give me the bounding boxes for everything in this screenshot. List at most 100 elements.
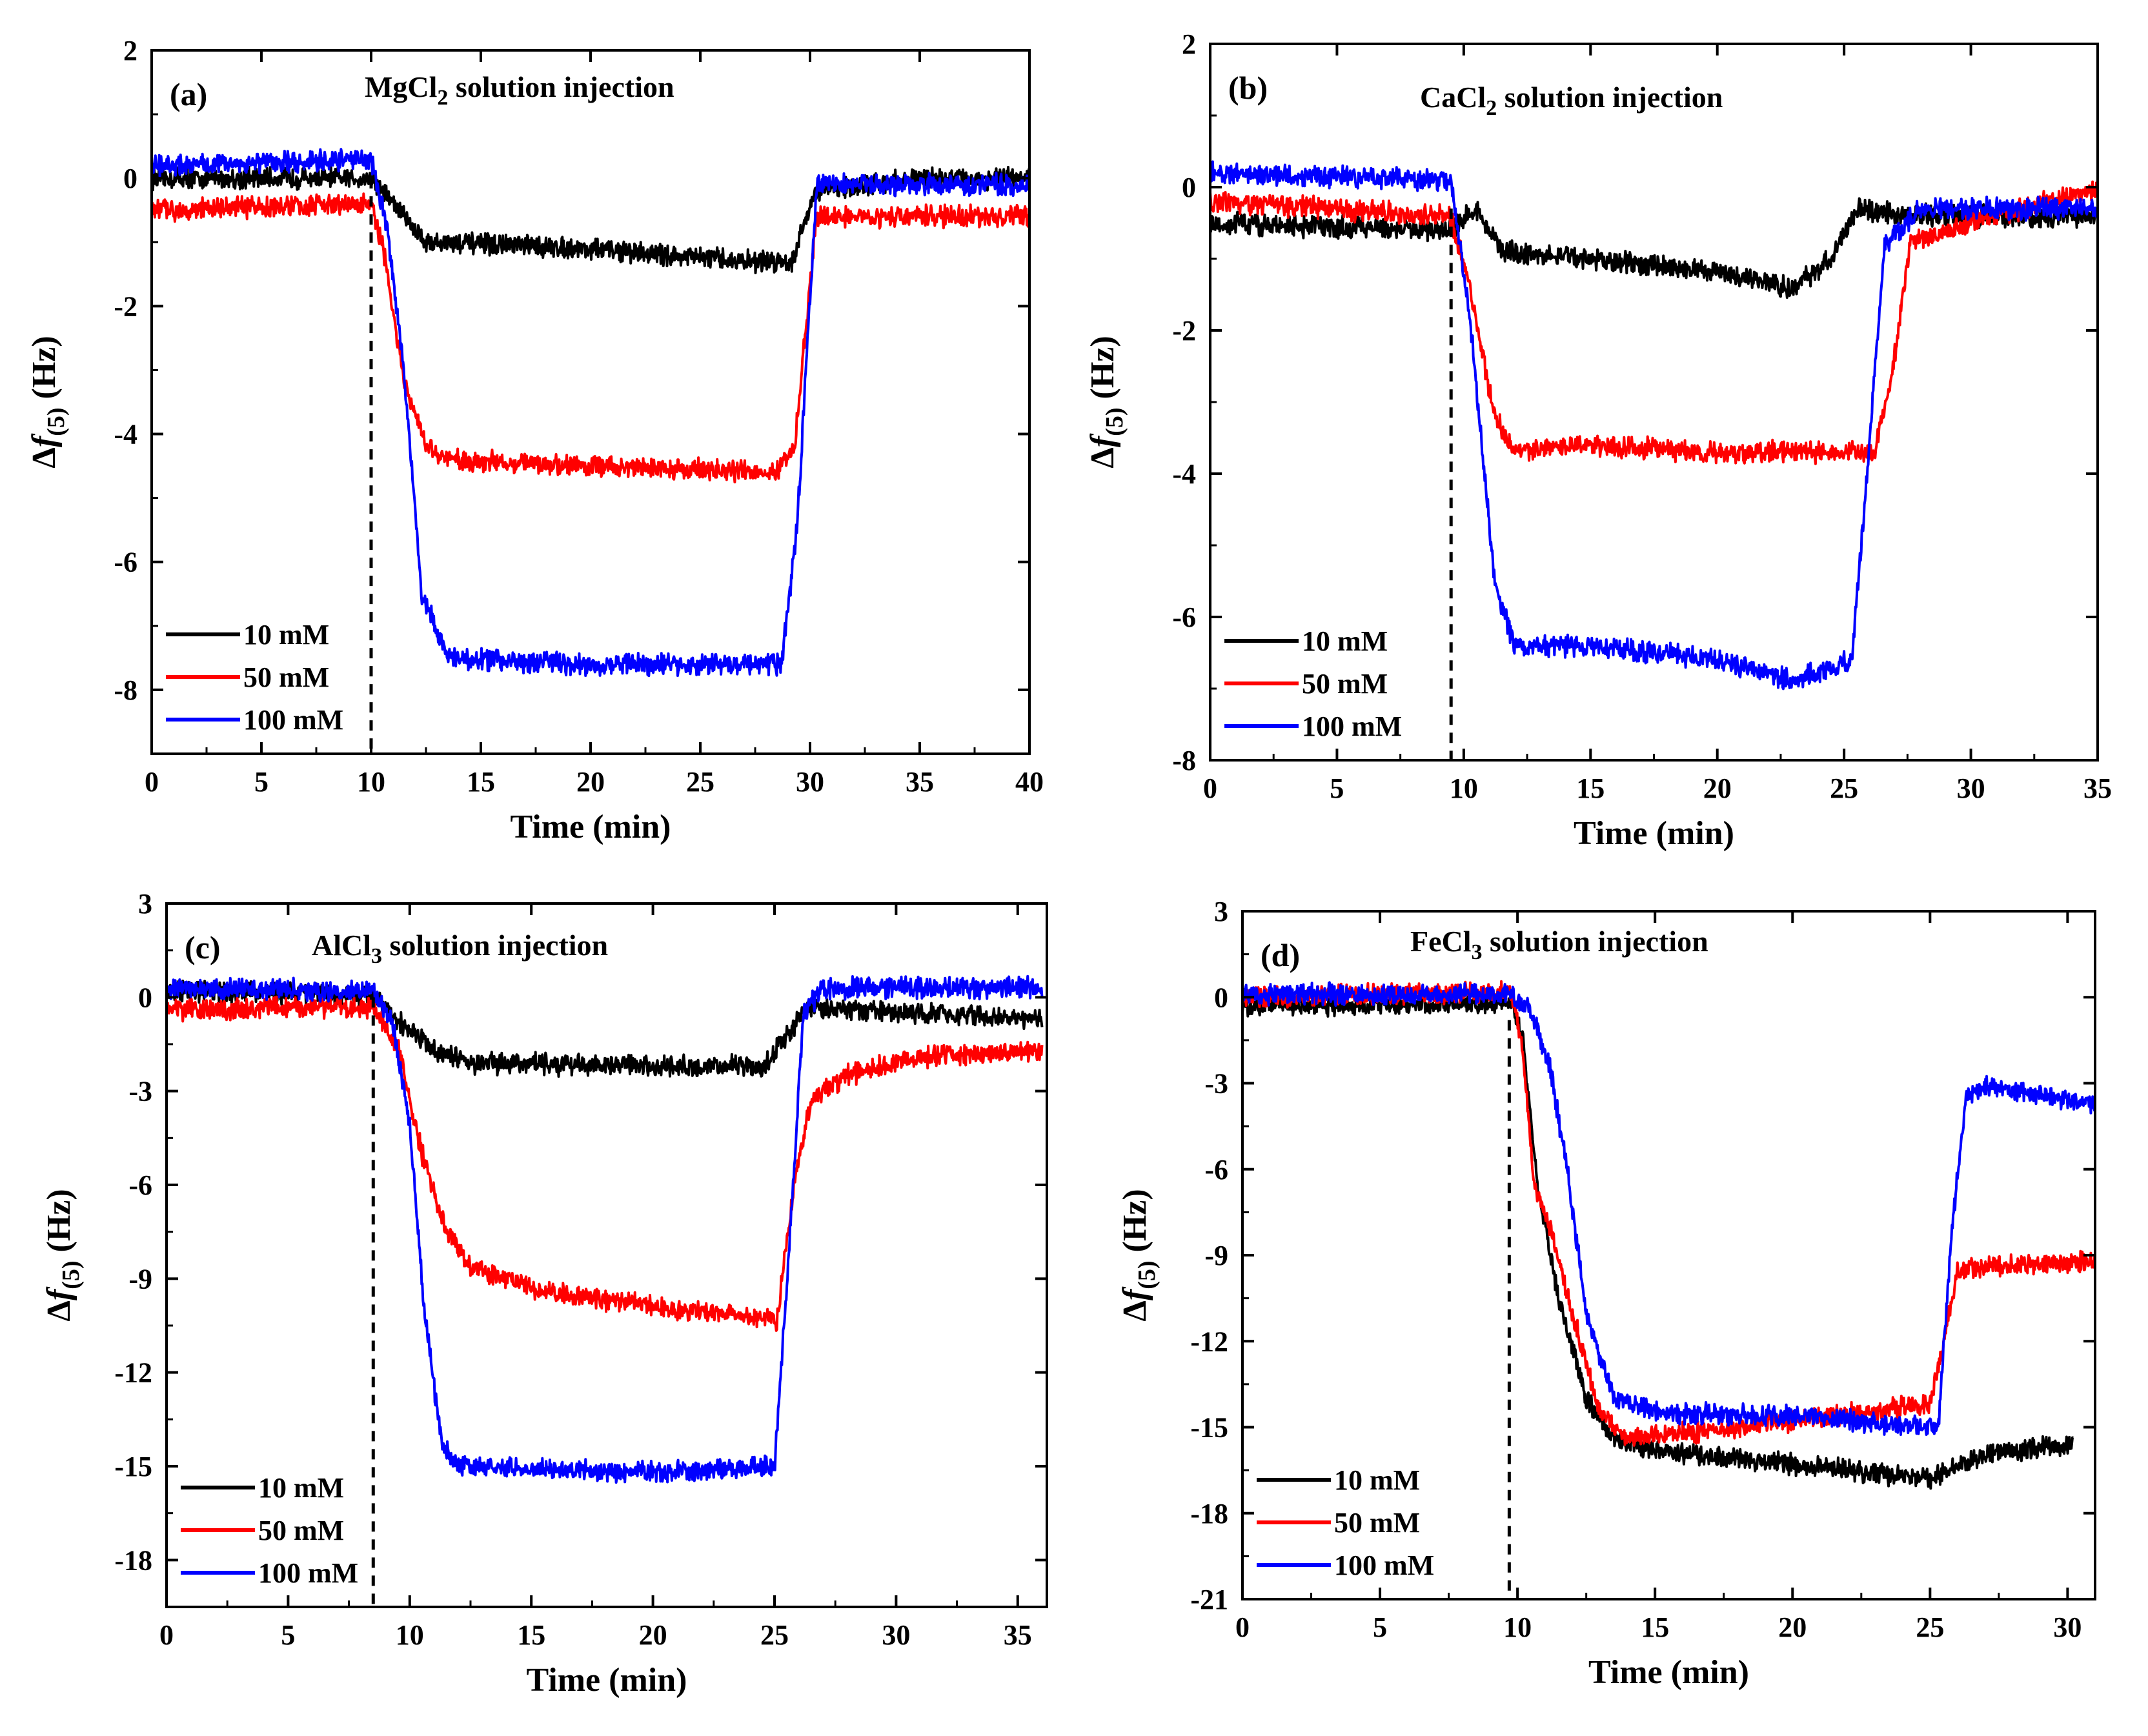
x-tick-label: 30 xyxy=(796,766,824,798)
legend-label: 50 mM xyxy=(1302,668,1388,700)
panel-label: (b) xyxy=(1228,70,1268,106)
chart-panel-3: 0 5 10 15 20 25 30 35 -18 -15 -12 -9 -6 -3 0 3 Time (min… xyxy=(41,888,1048,1699)
legend-label: 100 mM xyxy=(258,1557,358,1589)
y-tick-label: -9 xyxy=(1204,1240,1228,1271)
y-tick-label: -18 xyxy=(114,1544,152,1576)
y-tick-label: 3 xyxy=(138,888,152,920)
x-tick-label: 25 xyxy=(1830,772,1858,804)
y-tick-label: 0 xyxy=(138,982,152,1013)
x-tick-label: 0 xyxy=(1235,1611,1250,1643)
x-tick-label: 25 xyxy=(760,1619,789,1651)
x-tick-label: 30 xyxy=(2053,1611,2082,1643)
series-line-2-2 xyxy=(1209,180,2099,465)
panel-title: CaCl2 solution injection xyxy=(1420,81,1723,120)
y-axis-title: Δf(5) (Hz) xyxy=(1117,1189,1160,1321)
panel-label: (a) xyxy=(170,76,207,112)
y-axis-title: Δf(5) (Hz) xyxy=(1084,336,1128,468)
chart-panel-2: 0 5 10 15 20 25 30 35 -8 -6 -4 -2 0 2 Time (min) Δf(5) … xyxy=(1084,28,2112,852)
x-axis-title: Time (min) xyxy=(511,809,671,845)
x-tick-label: 10 xyxy=(1450,772,1478,804)
x-tick-label: 10 xyxy=(357,766,385,798)
x-tick-label: 35 xyxy=(906,766,934,798)
chart-panel-1: 0 5 10 15 20 25 30 35 40 -8 -6 -4 -2 0 2 Time (min) Δf(5… xyxy=(26,35,1044,845)
legend-label: 50 mM xyxy=(258,1515,344,1546)
y-tick-label: -12 xyxy=(1190,1326,1228,1357)
y-tick-label: 0 xyxy=(1182,172,1196,203)
x-tick-label: 15 xyxy=(467,766,495,798)
x-tick-label: 0 xyxy=(1203,772,1217,804)
x-tick-label: 5 xyxy=(254,766,268,798)
y-tick-label: -2 xyxy=(114,290,137,322)
x-tick-label: 25 xyxy=(686,766,714,798)
x-tick-label: 10 xyxy=(1503,1611,1532,1643)
x-tick-label: 20 xyxy=(639,1619,667,1651)
legend-label: 100 mM xyxy=(243,704,343,736)
series-line-1-2 xyxy=(150,192,1031,483)
x-tick-label: 10 xyxy=(396,1619,424,1651)
series-line-1-1 xyxy=(150,165,1031,274)
y-tick-label: -6 xyxy=(1172,601,1196,633)
y-tick-label: -8 xyxy=(1172,745,1196,776)
x-tick-label: 25 xyxy=(1916,1611,1944,1643)
x-tick-label: 40 xyxy=(1015,766,1044,798)
y-tick-label: -6 xyxy=(128,1169,152,1201)
legend-label: 50 mM xyxy=(243,661,329,693)
y-tick-label: 2 xyxy=(1182,28,1196,60)
x-tick-label: 15 xyxy=(517,1619,545,1651)
x-tick-label: 5 xyxy=(1373,1611,1387,1643)
y-tick-label: -18 xyxy=(1190,1498,1228,1529)
x-tick-label: 20 xyxy=(576,766,605,798)
series-line-4-3 xyxy=(1241,981,2096,1436)
x-axis-title: Time (min) xyxy=(527,1662,687,1699)
legend-label: 50 mM xyxy=(1334,1507,1420,1539)
legend-label: 10 mM xyxy=(243,619,329,651)
x-tick-label: 35 xyxy=(2083,772,2112,804)
legend-label: 100 mM xyxy=(1334,1549,1434,1581)
legend-label: 100 mM xyxy=(1302,711,1402,742)
series-line-3-3 xyxy=(165,974,1044,1484)
x-tick-label: 15 xyxy=(1641,1611,1669,1643)
legend-label: 10 mM xyxy=(1302,625,1388,657)
y-tick-label: -3 xyxy=(128,1076,152,1107)
y-tick-label: 0 xyxy=(1214,982,1228,1013)
y-tick-label: -8 xyxy=(114,674,137,706)
panel-title: FeCl3 solution injection xyxy=(1410,925,1708,964)
series-line-3-2 xyxy=(165,994,1044,1332)
y-tick-label: -6 xyxy=(1204,1154,1228,1186)
x-tick-label: 5 xyxy=(281,1619,295,1651)
panel-title: MgCl2 solution injection xyxy=(365,70,674,110)
series-line-1-3 xyxy=(150,148,1031,678)
x-axis-title: Time (min) xyxy=(1588,1654,1749,1691)
y-tick-label: -15 xyxy=(1190,1412,1228,1444)
y-tick-label: -9 xyxy=(128,1263,152,1295)
y-tick-label: 0 xyxy=(123,163,137,194)
x-tick-label: 0 xyxy=(145,766,159,798)
y-tick-label: -4 xyxy=(1172,458,1196,490)
y-tick-label: -3 xyxy=(1204,1068,1228,1100)
y-tick-label: -2 xyxy=(1172,315,1196,347)
panel-label: (d) xyxy=(1261,937,1300,973)
x-tick-label: 35 xyxy=(1004,1619,1032,1651)
y-axis-title: Δf(5) (Hz) xyxy=(41,1189,85,1321)
x-tick-label: 30 xyxy=(882,1619,910,1651)
y-tick-label: 3 xyxy=(1214,896,1228,927)
y-tick-label: 2 xyxy=(123,35,137,66)
y-tick-label: -15 xyxy=(114,1451,152,1482)
legend-label: 10 mM xyxy=(258,1472,344,1504)
panel-title: AlCl3 solution injection xyxy=(312,929,608,968)
legend-label: 10 mM xyxy=(1334,1464,1420,1496)
x-tick-label: 5 xyxy=(1330,772,1344,804)
x-tick-label: 20 xyxy=(1703,772,1732,804)
panel-label: (c) xyxy=(185,929,221,965)
chart-panel-4: 0 5 10 15 20 25 30 -21 -18 -15 -12 -9 -6 -3 0 3 Time (mi… xyxy=(1117,896,2096,1691)
x-tick-label: 30 xyxy=(1957,772,1985,804)
y-tick-label: -4 xyxy=(114,419,137,450)
x-tick-label: 20 xyxy=(1778,1611,1807,1643)
y-axis-title: Δf(5) (Hz) xyxy=(26,336,70,468)
x-axis-title: Time (min) xyxy=(1574,815,1734,852)
plot-frame xyxy=(165,902,1048,1608)
x-tick-label: 0 xyxy=(159,1619,174,1651)
series-line-2-3 xyxy=(1209,160,2099,691)
y-tick-label: -12 xyxy=(114,1357,152,1389)
